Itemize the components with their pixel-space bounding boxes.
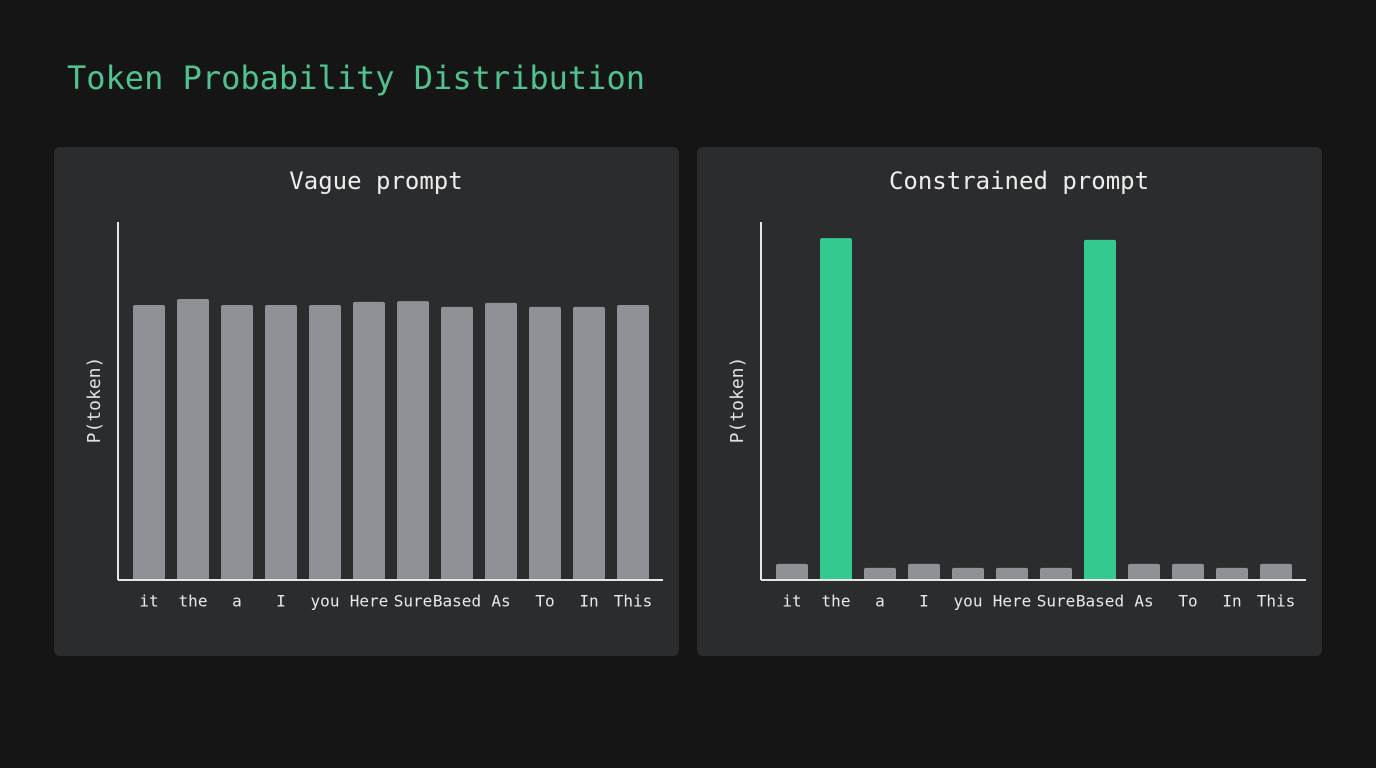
bar — [1040, 567, 1072, 580]
x-tick-label: you — [954, 592, 983, 611]
x-tick-label: Based — [1076, 592, 1124, 611]
x-tick-label: the — [179, 592, 208, 611]
x-tick-label: the — [822, 592, 851, 611]
x-tick-label: it — [139, 592, 158, 611]
bar — [1128, 563, 1160, 580]
x-tick-label: In — [1222, 592, 1241, 611]
x-tick-label: Sure — [394, 592, 433, 611]
chart-title: Vague prompt — [289, 167, 462, 195]
panel — [697, 147, 1322, 656]
x-tick-label: This — [614, 592, 653, 611]
bar — [353, 301, 385, 580]
x-tick-label: a — [875, 592, 885, 611]
bar — [485, 302, 517, 580]
bar — [1216, 567, 1248, 580]
bar — [177, 298, 209, 580]
x-tick-label: a — [232, 592, 242, 611]
bar — [1172, 563, 1204, 580]
bar — [617, 305, 649, 580]
bar — [529, 306, 561, 580]
x-tick-label: I — [276, 592, 286, 611]
bar — [996, 567, 1028, 580]
bar — [952, 567, 984, 580]
x-tick-label: Sure — [1037, 592, 1076, 611]
chart-title: Constrained prompt — [889, 167, 1149, 195]
y-axis-label: P(token) — [84, 357, 105, 444]
bar — [1084, 239, 1116, 580]
bar — [864, 567, 896, 580]
x-tick-label: As — [491, 592, 510, 611]
bar — [265, 305, 297, 580]
y-axis-label: P(token) — [727, 357, 748, 444]
x-tick-label: Here — [350, 592, 389, 611]
x-tick-label: I — [919, 592, 929, 611]
x-tick-label: it — [782, 592, 801, 611]
bar — [133, 305, 165, 580]
page-title: Token Probability Distribution — [67, 59, 645, 97]
x-tick-label: This — [1257, 592, 1296, 611]
bar — [573, 306, 605, 580]
bar — [309, 305, 341, 580]
x-tick-label: To — [535, 592, 554, 611]
x-tick-label: Based — [433, 592, 481, 611]
x-tick-label: As — [1134, 592, 1153, 611]
x-tick-label: To — [1178, 592, 1197, 611]
bar — [397, 301, 429, 580]
bar — [820, 238, 852, 581]
bar — [441, 306, 473, 580]
x-tick-label: Here — [993, 592, 1032, 611]
x-tick-label: In — [579, 592, 598, 611]
bar — [221, 305, 253, 580]
x-tick-label: you — [311, 592, 340, 611]
bar — [1260, 563, 1292, 580]
bar — [908, 563, 940, 580]
bar — [776, 563, 808, 580]
